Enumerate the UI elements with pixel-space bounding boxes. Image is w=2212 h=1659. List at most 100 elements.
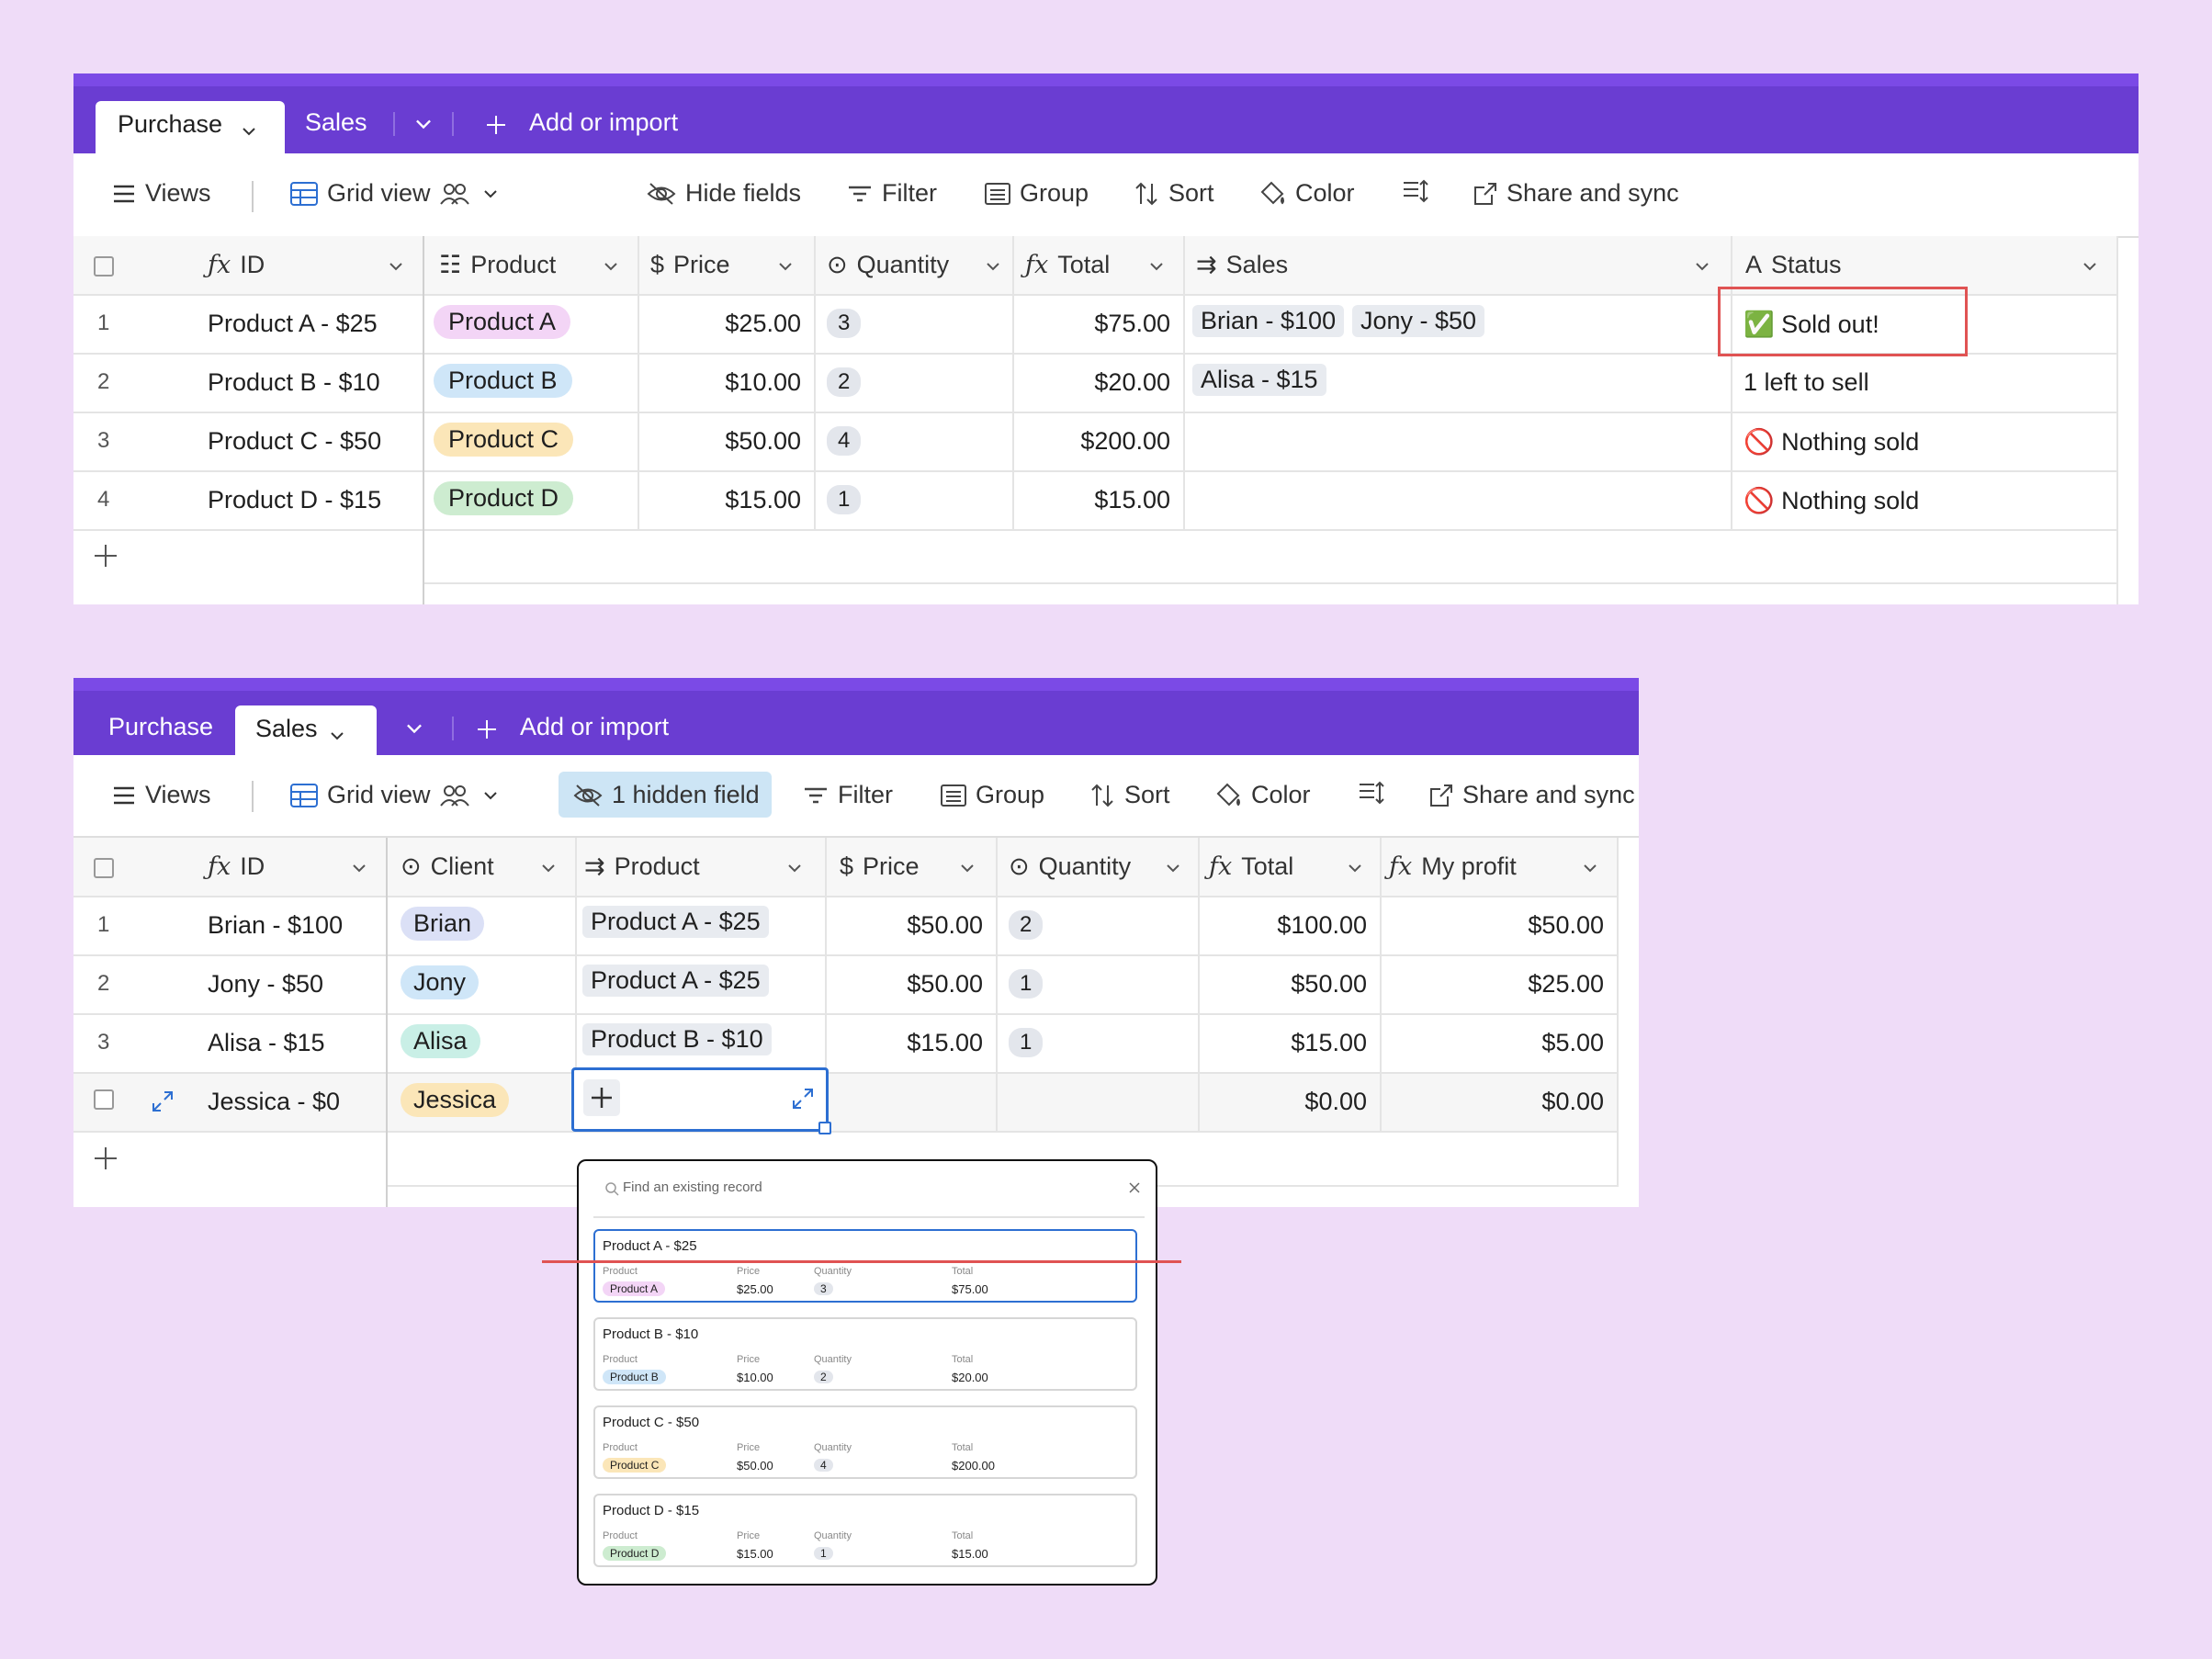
group-button[interactable]: Group [985, 179, 1089, 208]
formula-icon: ƒx [1025, 251, 1049, 279]
chevron-down-icon[interactable] [1163, 858, 1183, 878]
add-or-import-button[interactable]: Add or import [520, 713, 670, 740]
view-toolbar: Views Grid view 1 hidden field Filter Gr… [73, 755, 1639, 838]
chevron-down-icon[interactable] [412, 112, 435, 136]
list-icon: ☷ [439, 251, 462, 278]
filter-button[interactable]: Filter [803, 781, 893, 809]
product-link-cell-editor[interactable] [571, 1067, 831, 1134]
chevron-down-icon[interactable] [538, 858, 559, 878]
filter-icon [805, 787, 827, 803]
chevron-down-icon[interactable] [1345, 858, 1365, 878]
row-divider [73, 294, 2116, 296]
row-divider [73, 470, 2116, 472]
column-header-sales[interactable]: ⇉ Sales [1196, 251, 1289, 278]
select-all-checkbox[interactable] [94, 858, 114, 878]
hide-fields-button[interactable]: Hide fields [647, 179, 801, 208]
hidden-fields-button[interactable] [559, 772, 772, 818]
chevron-down-icon[interactable] [983, 256, 1003, 276]
formula-icon: ƒx [208, 852, 231, 881]
column-header-my-profit[interactable]: ƒx My profit [1389, 852, 1517, 881]
tab-sales[interactable]: Sales [235, 705, 377, 768]
tab-purchase[interactable]: Purchase [96, 101, 285, 166]
people-icon [439, 784, 469, 807]
expand-icon[interactable] [151, 1089, 175, 1113]
record-card[interactable]: Product D - $15 Product Price Quantity T… [593, 1494, 1137, 1567]
linked-record[interactable]: Product A - $25 [582, 965, 769, 997]
row-divider [423, 582, 2116, 584]
row-height-button[interactable] [1358, 781, 1385, 805]
chevron-down-icon[interactable] [775, 256, 796, 276]
linked-record[interactable]: Product A - $25 [582, 906, 769, 938]
divider [593, 1216, 1145, 1218]
column-header-total[interactable]: ƒx Total [1209, 852, 1294, 881]
chevron-down-icon[interactable] [2080, 256, 2100, 276]
record-card[interactable]: Product A - $25 Product Price Quantity T… [593, 1229, 1137, 1303]
grid-view-button[interactable]: Grid view [290, 781, 502, 809]
filter-button[interactable]: Filter [847, 179, 937, 208]
color-button[interactable]: Color [1258, 179, 1355, 208]
column-header-product[interactable]: ⇉ Product [584, 852, 700, 880]
tab-purchase[interactable]: Purchase [108, 713, 214, 740]
color-button[interactable]: Color [1214, 781, 1311, 809]
add-or-import-button[interactable]: Add or import [529, 108, 679, 136]
share-and-sync-button[interactable]: Share and sync [1429, 781, 1635, 809]
chevron-down-icon[interactable] [1146, 256, 1167, 276]
resize-handle[interactable] [818, 1122, 831, 1134]
chevron-down-icon[interactable] [601, 256, 621, 276]
column-header-status[interactable]: A Status [1745, 251, 1842, 278]
sort-button[interactable]: Sort [1134, 179, 1214, 208]
column-header-client[interactable]: ⊙ Client [401, 852, 494, 880]
sort-button[interactable]: Sort [1089, 781, 1170, 809]
group-button[interactable]: Group [941, 781, 1044, 809]
close-icon[interactable] [1128, 1181, 1141, 1194]
linked-record[interactable]: Brian - $100 [1192, 305, 1345, 337]
chevron-down-icon[interactable] [386, 256, 406, 276]
share-and-sync-button[interactable]: Share and sync [1473, 179, 1679, 208]
column-header-price[interactable]: $ Price [650, 251, 730, 278]
text-icon: A [1745, 251, 1763, 278]
rollup-icon: ⊙ [1009, 852, 1030, 880]
column-header-product[interactable]: ☷ Product [439, 251, 557, 278]
column-header-quantity[interactable]: ⊙ Quantity [1009, 852, 1132, 880]
product-pill: Product B [434, 364, 572, 398]
add-row-icon[interactable] [92, 1145, 119, 1172]
grid-view-button[interactable]: Grid view [290, 179, 502, 208]
menu-icon [114, 786, 134, 804]
chevron-down-icon[interactable] [784, 858, 805, 878]
expand-icon[interactable] [791, 1087, 815, 1111]
views-button[interactable]: Views [112, 781, 211, 809]
chevron-down-icon[interactable] [402, 717, 426, 740]
column-header-id[interactable]: ƒx ID [208, 852, 265, 881]
plus-icon[interactable] [476, 718, 498, 740]
linked-record[interactable]: Jony - $50 [1352, 305, 1485, 337]
chevron-down-icon[interactable] [957, 858, 977, 878]
record-card[interactable]: Product B - $10 Product Price Quantity T… [593, 1317, 1137, 1391]
select-all-checkbox[interactable] [94, 256, 114, 276]
tab-label: Sales [255, 715, 318, 742]
chevron-down-icon[interactable] [349, 858, 369, 878]
linked-record[interactable]: Alisa - $15 [1192, 364, 1326, 396]
views-button[interactable]: Views [112, 179, 211, 208]
column-header-total[interactable]: ƒx Total [1025, 251, 1111, 279]
column-header-quantity[interactable]: ⊙ Quantity [827, 251, 950, 278]
client-pill: Jony [401, 965, 480, 999]
chevron-down-icon [483, 791, 497, 799]
client-pill: Brian [401, 907, 485, 941]
row-height-button[interactable] [1402, 179, 1429, 203]
record-card[interactable]: Product C - $50 Product Price Quantity T… [593, 1405, 1137, 1479]
add-row-icon[interactable] [92, 542, 119, 570]
tab-label: Purchase [118, 110, 223, 138]
tab-sales[interactable]: Sales [305, 108, 367, 136]
column-header-price[interactable]: $ Price [840, 852, 920, 880]
linked-record[interactable]: Product B - $10 [582, 1023, 772, 1055]
row-checkbox[interactable] [94, 1089, 114, 1110]
chevron-down-icon[interactable] [1580, 858, 1600, 878]
divider [252, 181, 254, 212]
product-pill: Product C [603, 1458, 667, 1473]
column-header-id[interactable]: ƒx ID [208, 251, 265, 279]
plus-icon[interactable] [485, 114, 507, 136]
sort-icon [1091, 784, 1113, 807]
link-icon: ⇉ [1196, 251, 1217, 278]
chevron-down-icon[interactable] [1692, 256, 1712, 276]
search-input[interactable]: Find an existing record [623, 1179, 762, 1195]
